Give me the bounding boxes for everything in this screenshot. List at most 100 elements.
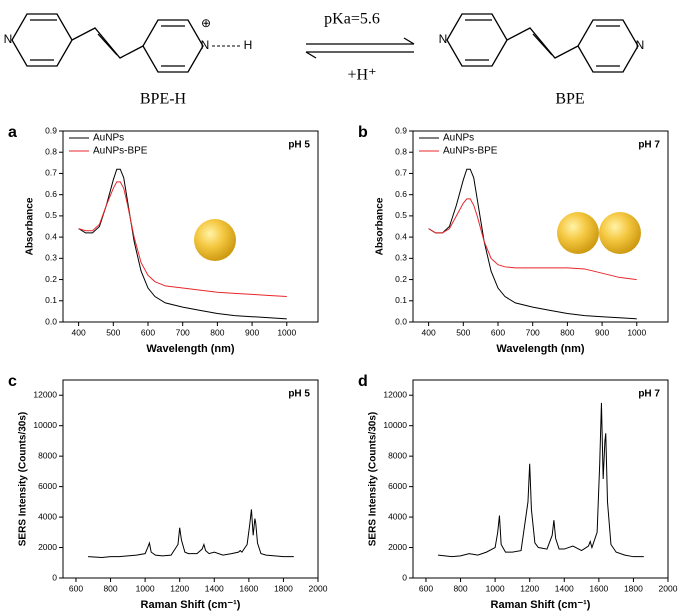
y-axis-label: Absorbance [375,197,386,255]
y-tick-label: 2000 [38,542,57,552]
nanoparticle [194,219,236,261]
y-tick-label: 12000 [33,389,57,399]
nanoparticle [599,212,641,254]
x-tick-label: 1800 [624,583,643,593]
x-tick-label: 400 [422,327,436,337]
x-tick-label: 1000 [486,583,505,593]
molecule-label: BPE-H [140,91,187,108]
panel-letter: b [358,124,368,141]
annotation: pH 5 [288,389,310,400]
data-line [78,181,287,298]
y-tick-label: 10000 [33,420,57,430]
x-tick-label: 1600 [589,583,608,593]
equilibrium-arrows [305,37,415,59]
x-tick-label: 1000 [136,583,155,593]
x-tick-label: 1200 [520,583,539,593]
x-tick-label: 500 [106,327,120,337]
x-tick-label: 600 [419,583,433,593]
x-tick-label: 1800 [274,583,293,593]
x-tick-label: 600 [69,583,83,593]
data-line [428,198,637,281]
x-tick-label: 800 [560,327,574,337]
y-tick-label: 4000 [388,511,407,521]
nanoparticle [557,212,599,254]
y-tick-label: 6000 [388,481,407,491]
y-tick-label: 0 [402,572,407,582]
y-tick-label: 0.1 [45,295,57,305]
x-tick-label: 1600 [239,583,258,593]
data-line [88,509,294,558]
y-tick-label: 0.4 [395,231,407,241]
y-tick-label: 0.8 [45,146,57,156]
x-tick-label: 800 [103,583,117,593]
molecule-bpe [446,13,639,73]
y-tick-label: 0.3 [45,253,57,263]
data-line [428,168,637,320]
y-tick-label: 0.6 [45,189,57,199]
legend-label: AuNPs [93,133,124,144]
annotation: pH 5 [288,140,310,151]
data-line [438,402,644,558]
atom-label: N [4,32,13,46]
plot-frame [62,379,319,579]
x-tick-label: 800 [453,583,467,593]
y-tick-label: 0 [52,572,57,582]
x-tick-label: 2000 [659,583,678,593]
x-tick-label: 900 [595,327,609,337]
y-tick-label: 0.0 [395,316,407,326]
y-tick-label: 0.7 [395,168,407,178]
y-axis-label: Absorbance [25,197,36,255]
y-axis-label: SERS Intensity (Counts/30s) [18,412,29,546]
legend-label: AuNPs-BPE [93,146,148,157]
y-tick-label: 0.9 [45,125,57,135]
y-tick-label: 0.7 [45,168,57,178]
atom-label: N [201,38,210,52]
y-tick-label: 0.2 [395,274,407,284]
x-tick-label: 1200 [170,583,189,593]
x-tick-label: 1400 [205,583,224,593]
y-tick-label: 0.1 [395,295,407,305]
y-tick-label: 0.0 [45,316,57,326]
plot-frame [412,379,669,579]
x-axis-label: Raman Shift (cm⁻¹) [141,599,241,611]
x-tick-label: 1400 [555,583,574,593]
y-tick-label: 12000 [383,389,407,399]
y-tick-label: 4000 [38,511,57,521]
x-tick-label: 1000 [627,327,646,337]
y-tick-label: 2000 [388,542,407,552]
y-tick-label: 0.4 [45,231,57,241]
panel-letter: c [8,373,17,390]
panel-letter: a [8,124,17,141]
panel-letter: d [358,373,368,390]
x-tick-label: 500 [456,327,470,337]
x-axis-label: Wavelength (nm) [496,343,585,355]
charge-label: ⊕ [201,16,211,30]
x-tick-label: 1000 [277,327,296,337]
x-tick-label: 700 [176,327,190,337]
y-tick-label: 10000 [383,420,407,430]
y-tick-label: 6000 [38,481,57,491]
x-tick-label: 900 [245,327,259,337]
y-axis-label: SERS Intensity (Counts/30s) [368,412,379,546]
molecule-label: BPE [555,91,584,108]
y-tick-label: 8000 [388,450,407,460]
y-tick-label: 0.9 [395,125,407,135]
x-axis-label: Raman Shift (cm⁻¹) [491,599,591,611]
y-tick-label: 0.3 [395,253,407,263]
x-tick-label: 800 [210,327,224,337]
x-tick-label: 700 [526,327,540,337]
legend-label: AuNPs [443,133,474,144]
x-axis-label: Wavelength (nm) [146,343,235,355]
x-tick-label: 400 [72,327,86,337]
x-tick-label: 600 [141,327,155,337]
annotation: pH 7 [638,140,660,151]
x-tick-label: 2000 [309,583,328,593]
y-tick-label: 0.2 [45,274,57,284]
legend-label: AuNPs-BPE [443,146,498,157]
y-tick-label: 0.5 [395,210,407,220]
arrow-label: pKa=5.6 [324,11,380,28]
atom-label: N [439,32,448,46]
y-tick-label: 0.8 [395,146,407,156]
y-tick-label: 0.5 [45,210,57,220]
data-line [78,168,287,320]
